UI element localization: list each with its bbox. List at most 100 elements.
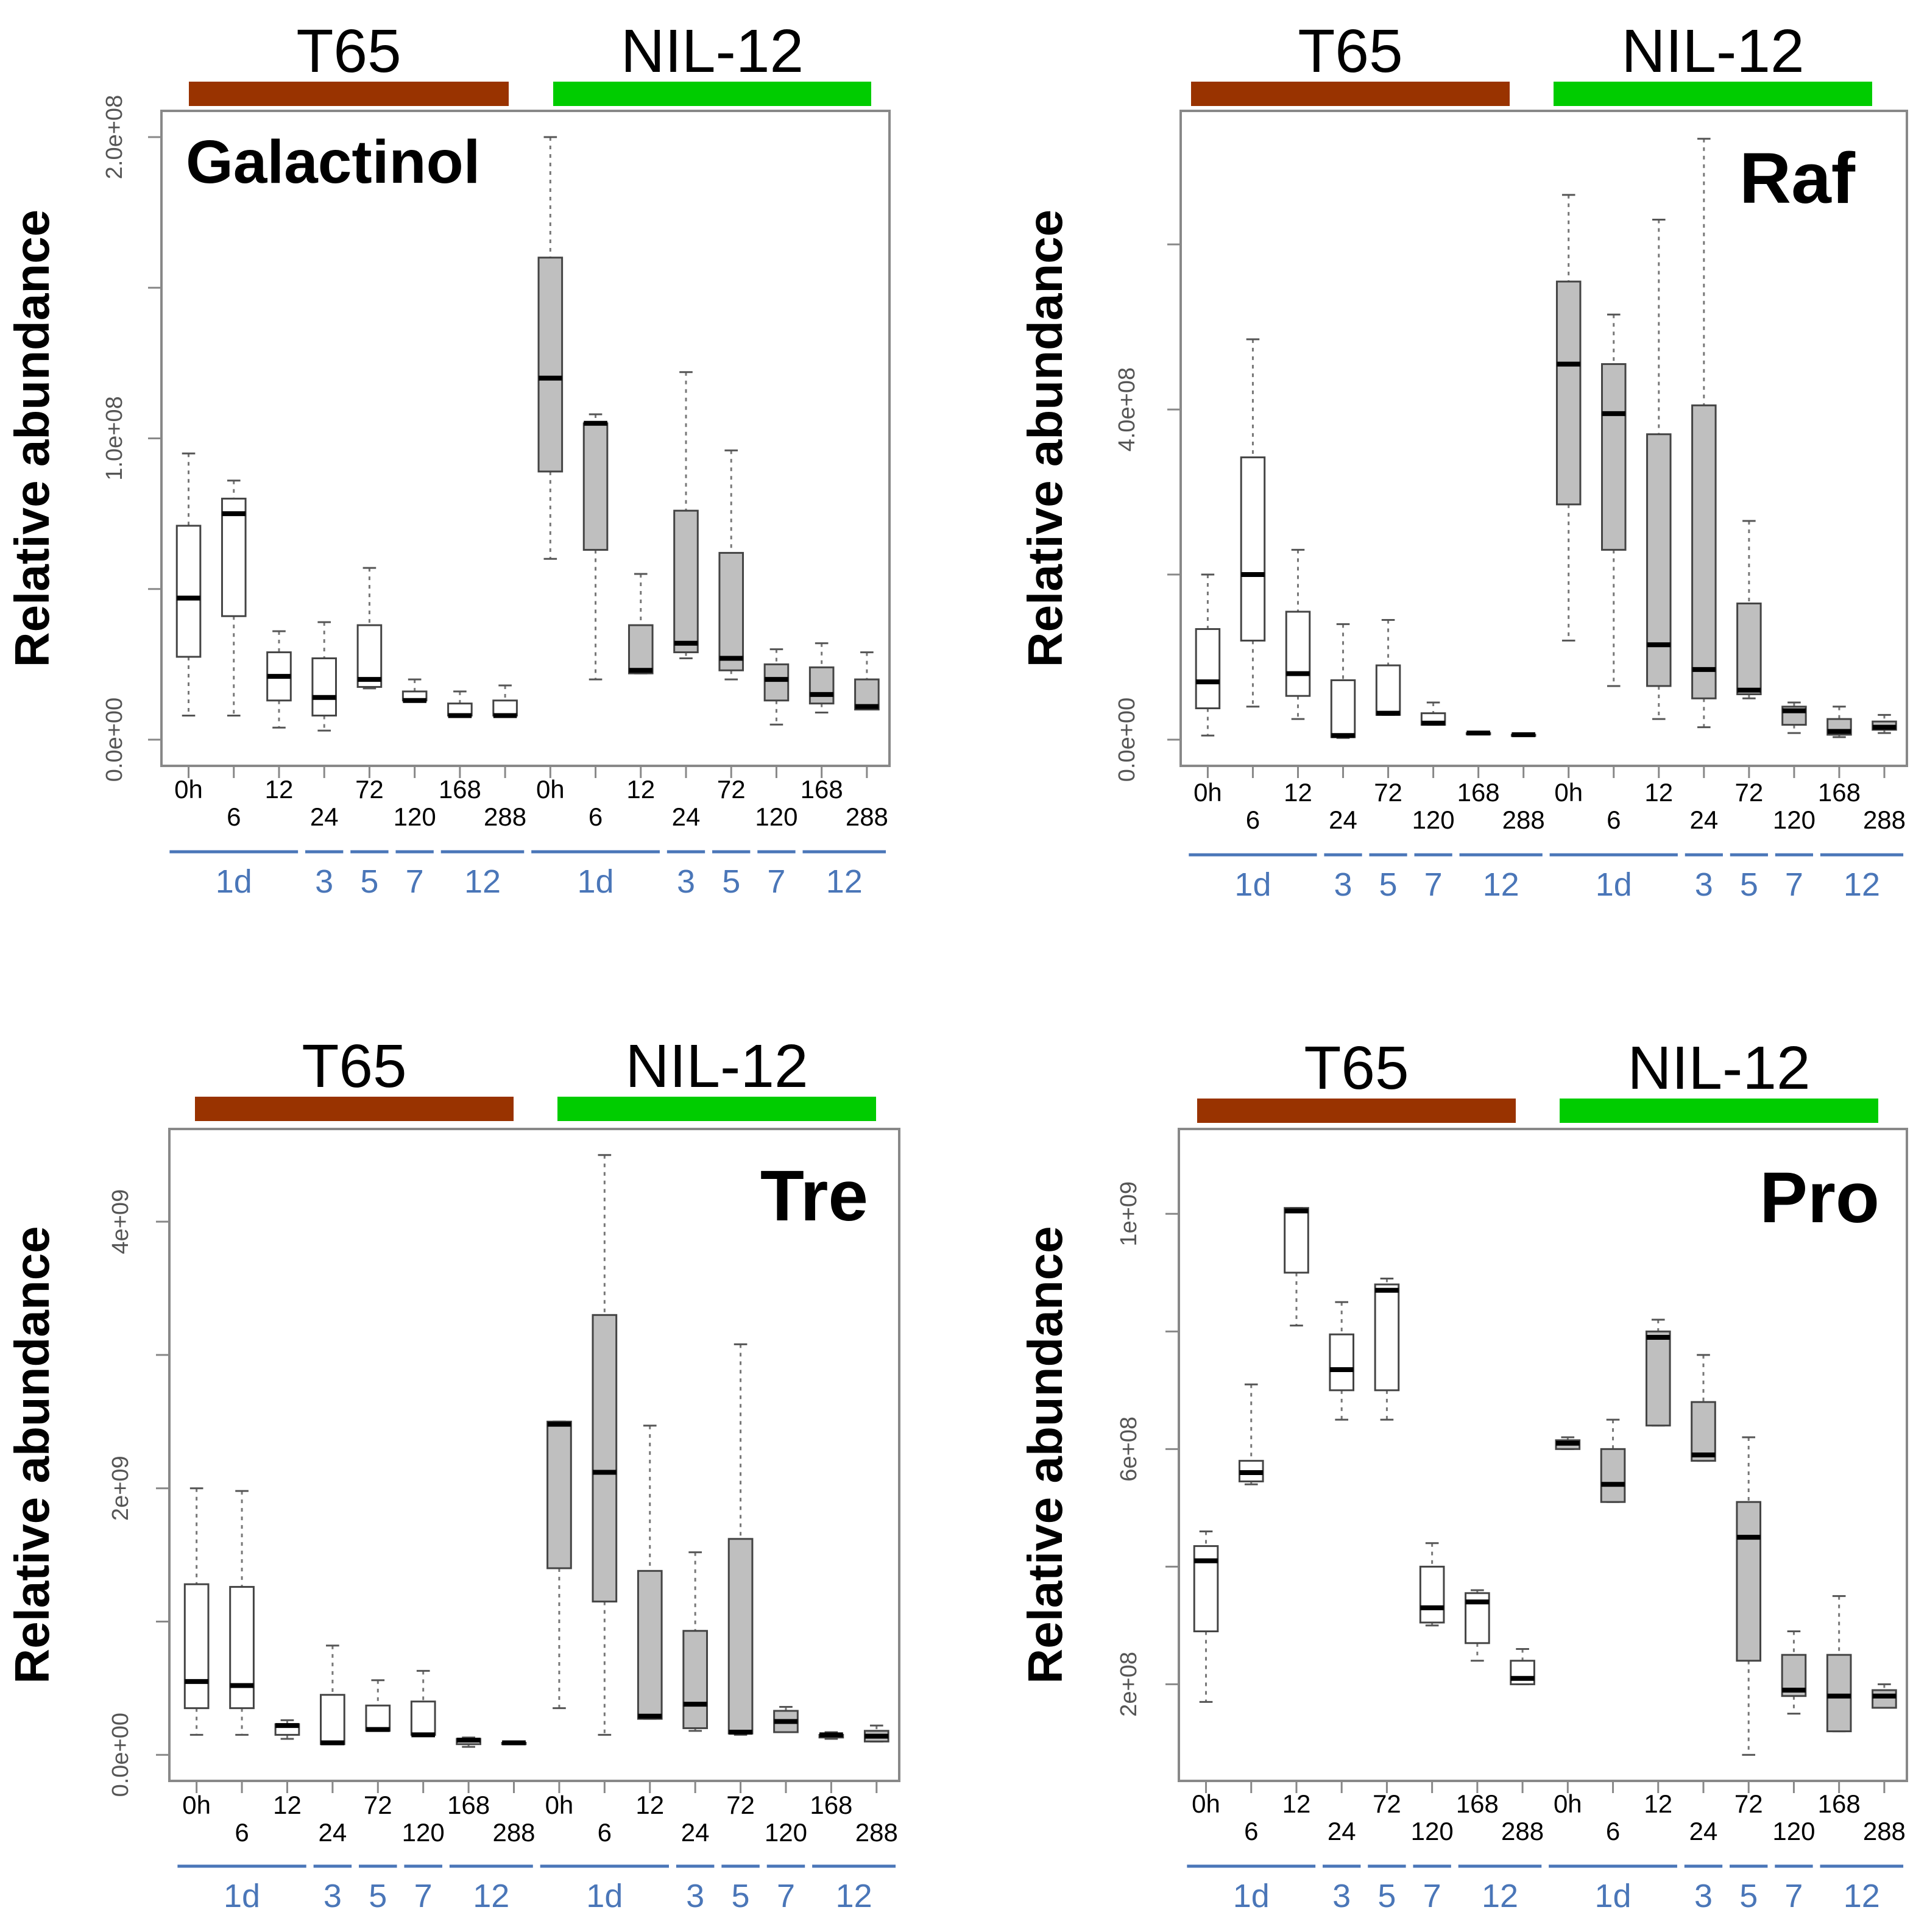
- day-label: 7: [414, 1878, 433, 1914]
- x-tick-label: 12: [1284, 778, 1312, 807]
- x-tick-label: 72: [1374, 778, 1402, 807]
- panel-raf: T65 NIL-12 Raf 0.0e+00 4.0e+08 Relative abund…: [1018, 17, 1908, 903]
- x-tick-label: 120: [402, 1818, 445, 1847]
- box: [229, 1586, 255, 1710]
- box: [1691, 404, 1717, 699]
- nil12-bar: [557, 1097, 876, 1121]
- y-tick-label: 2.0e+08: [102, 95, 127, 179]
- day-label: 7: [767, 863, 785, 900]
- day-label: 3: [1694, 1878, 1713, 1914]
- genotype-label: T65: [296, 17, 401, 85]
- x-tick-label: 120: [394, 802, 436, 831]
- y-tick-label: 4e+09: [108, 1189, 133, 1254]
- x-tick-label: 12: [1282, 1789, 1311, 1818]
- box: [673, 509, 699, 654]
- x-tick-label: 288: [846, 802, 888, 831]
- x-tick-label: 168: [439, 775, 481, 804]
- box: [637, 1569, 663, 1720]
- box: [183, 1583, 210, 1710]
- y-tick-label: 1e+09: [1116, 1181, 1142, 1247]
- x-tick-label: 24: [310, 802, 339, 831]
- chart-title: Pro: [1759, 1158, 1879, 1238]
- box: [1285, 610, 1311, 697]
- day-label: 12: [1844, 1878, 1880, 1914]
- box: [1329, 1333, 1355, 1392]
- box: [582, 422, 609, 551]
- day-label: 7: [1423, 1878, 1441, 1914]
- day-label: 3: [686, 1878, 704, 1914]
- x-tick-label: 12: [273, 1791, 302, 1819]
- day-label: 12: [473, 1878, 509, 1914]
- box: [546, 1420, 572, 1569]
- day-label: 5: [1740, 866, 1758, 903]
- box: [365, 1704, 391, 1732]
- box: [1419, 1565, 1445, 1624]
- x-tick-label: 168: [801, 775, 843, 804]
- box: [320, 1694, 345, 1746]
- x-tick-label: 12: [626, 775, 655, 804]
- day-label: 1d: [586, 1878, 623, 1914]
- x-tick-label: 288: [492, 1818, 535, 1847]
- x-tick-label: 12: [1644, 778, 1673, 807]
- y-tick-label: 0.0e+00: [1114, 698, 1140, 782]
- x-tick-label: 0h: [1554, 1789, 1582, 1818]
- chart-title: Tre: [760, 1156, 868, 1236]
- genotype-label: NIL-12: [625, 1032, 808, 1100]
- t65-bar: [1197, 1099, 1516, 1123]
- day-label: 5: [369, 1878, 387, 1914]
- day-label: 7: [1785, 866, 1803, 903]
- x-tick-label: 72: [1373, 1789, 1401, 1818]
- x-tick-label: 6: [1607, 805, 1621, 834]
- x-tick-label: 6: [235, 1818, 249, 1847]
- box: [1736, 1501, 1762, 1662]
- day-label: 1d: [1595, 1878, 1632, 1914]
- x-tick-label: 168: [1457, 778, 1500, 807]
- x-tick-label: 24: [1328, 1817, 1356, 1845]
- box: [1736, 602, 1762, 695]
- box: [1240, 456, 1266, 642]
- box: [311, 657, 338, 717]
- x-tick-label: 6: [227, 802, 241, 831]
- day-label: 7: [406, 863, 424, 900]
- day-label: 1d: [578, 863, 614, 900]
- day-label: 12: [826, 863, 863, 900]
- nil12-bar: [1554, 82, 1872, 106]
- x-tick-label: 288: [1501, 1817, 1544, 1845]
- y-tick-label: 0.0e+00: [102, 698, 127, 782]
- x-tick-label: 72: [355, 775, 384, 804]
- day-label: 3: [1334, 866, 1352, 903]
- x-tick-label: 288: [484, 802, 526, 831]
- x-tick-label: 6: [598, 1818, 612, 1847]
- x-tick-label: 24: [681, 1818, 710, 1847]
- x-tick-label: 6: [1606, 1817, 1620, 1845]
- box: [718, 551, 744, 671]
- box: [1872, 1689, 1897, 1709]
- x-tick-label: 168: [1818, 778, 1861, 807]
- box: [1195, 628, 1221, 710]
- x-tick-label: 120: [755, 802, 797, 831]
- panel-galactinol: T65 NIL-12 Galactinol 0.0e+00 1.0e+08 2.0e+08…: [5, 17, 891, 900]
- y-tick-label: 4.0e+08: [1114, 367, 1140, 451]
- y-axis-label: Relative abundance: [1018, 210, 1072, 667]
- box: [1645, 1330, 1671, 1427]
- day-label: 3: [324, 1878, 342, 1914]
- y-axis-label: Relative abundance: [1018, 1226, 1072, 1683]
- panel-tre: T65 NIL-12 Tre 0.0e+00 2e+09 4e+09 Relative ab…: [5, 1032, 900, 1914]
- x-tick-label: 0h: [545, 1791, 574, 1819]
- x-tick-label: 168: [1456, 1789, 1499, 1818]
- x-tick-label: 0h: [536, 775, 565, 804]
- day-label: 5: [1739, 1878, 1758, 1914]
- x-tick-label: 168: [447, 1791, 490, 1819]
- box: [682, 1630, 709, 1729]
- box: [1600, 1448, 1626, 1503]
- x-tick-label: 288: [855, 1818, 898, 1847]
- day-label: 1d: [216, 863, 252, 900]
- day-label: 3: [1332, 1878, 1351, 1914]
- box: [356, 624, 383, 688]
- x-tick-label: 288: [1863, 1817, 1906, 1845]
- t65-bar: [195, 1097, 514, 1121]
- x-tick-label: 24: [1689, 805, 1718, 834]
- y-axis-label: Relative abundance: [5, 1226, 59, 1683]
- box: [175, 525, 202, 658]
- y-tick-label: 1.0e+08: [102, 396, 127, 480]
